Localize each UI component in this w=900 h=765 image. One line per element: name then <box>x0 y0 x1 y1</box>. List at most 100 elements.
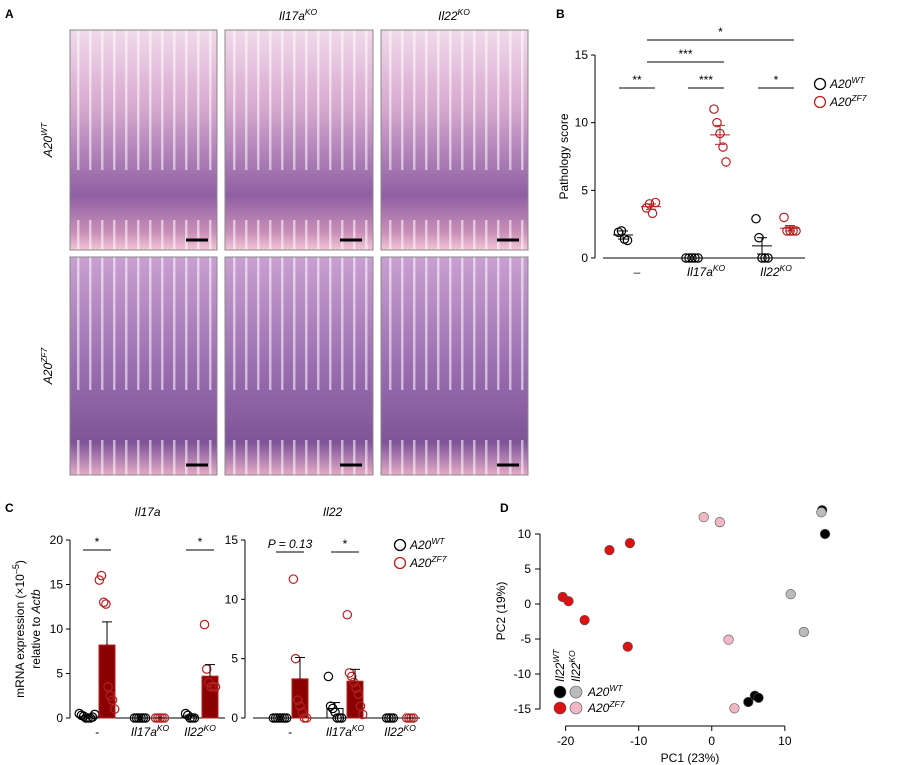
column-label-text: Il17a <box>279 9 305 23</box>
y-tick-label: 0 <box>56 711 63 725</box>
data-point <box>96 570 107 581</box>
data-point <box>323 671 334 682</box>
legend-label: A20WT <box>409 536 445 552</box>
y-tick-label: -5 <box>520 632 531 646</box>
y-axis-label: Pathology score <box>557 113 571 199</box>
x-tick-label-sup: KO <box>780 263 793 273</box>
legend-column-label-sup: WT <box>551 649 561 663</box>
data-point <box>342 609 353 620</box>
data-point <box>290 653 301 664</box>
data-point <box>563 596 574 607</box>
x-tick-label: Il22KO <box>184 723 216 739</box>
panel-label: B <box>556 7 565 21</box>
legend-column-label: Il22WT <box>551 649 567 682</box>
data-point <box>785 589 796 600</box>
y-tick-label: 15 <box>50 578 64 592</box>
data-point <box>647 208 658 219</box>
legend-swatch <box>393 556 407 570</box>
chart-title: Il17a <box>134 505 160 519</box>
data-point <box>101 599 111 609</box>
significance-label: P = 0.13 <box>268 537 313 551</box>
data-point <box>650 197 661 208</box>
x-tick-label: - <box>95 725 99 739</box>
row-label-sup: WT <box>39 122 49 136</box>
label-sup: –5 <box>11 564 21 574</box>
y-tick-label: 5 <box>524 562 531 576</box>
legend-label-sup: WT <box>431 536 445 546</box>
data-point <box>622 235 633 246</box>
bar <box>98 644 116 719</box>
y-tick-label: 0 <box>581 251 588 265</box>
data-point <box>816 507 827 518</box>
x-tick-label-sup: KO <box>352 723 365 733</box>
y-axis-label: PC2 (19%) <box>494 582 508 641</box>
x-tick-label: – <box>633 265 641 279</box>
row-label-text: A20 <box>41 136 55 159</box>
data-point <box>292 695 303 705</box>
data-point <box>729 703 740 714</box>
histology <box>69 29 529 476</box>
legend-column-label-text: Il22 <box>569 662 583 682</box>
data-point <box>718 142 728 152</box>
data-point <box>94 575 105 585</box>
significance-label: * <box>343 537 348 551</box>
label-text: ) <box>13 560 27 564</box>
legend-label-text: A20 <box>409 556 432 570</box>
x-tick-label-text: Il17a <box>687 265 713 279</box>
x-tick-label-sup: KO <box>157 723 170 733</box>
legend-row-label: A20ZF7 <box>587 699 625 715</box>
data-point <box>622 641 633 652</box>
legend-row-label-text: A20 <box>587 701 610 715</box>
legend-swatch <box>569 701 583 715</box>
data-point <box>103 682 113 692</box>
significance-label: * <box>774 73 779 87</box>
label-italic: Actb <box>29 589 43 614</box>
villi <box>70 257 528 475</box>
x-tick-label: Il22KO <box>384 723 416 739</box>
legend-column-label: Il22KO <box>567 650 583 682</box>
x-tick-label: Il17aKO <box>326 723 365 739</box>
data-point <box>763 253 773 263</box>
x-tick-label: Il17aKO <box>687 263 726 279</box>
data-point <box>819 528 831 540</box>
legend-label: A20WT <box>829 75 865 91</box>
villi <box>70 30 528 250</box>
label-text: mRNA expression (×10 <box>13 574 27 698</box>
data-point <box>109 704 120 714</box>
data-point <box>210 682 221 692</box>
data-point <box>604 544 615 556</box>
legend-row-label-text: A20 <box>587 685 610 699</box>
significance-label: ** <box>632 73 642 87</box>
data-point <box>336 713 347 723</box>
x-tick-label-sup: KO <box>404 723 417 733</box>
legend-swatch <box>553 685 567 699</box>
legend-swatch <box>393 538 407 552</box>
row-label: A20ZF7 <box>39 347 55 385</box>
legend-swatch <box>553 701 567 715</box>
y-axis-label: relative to Actb <box>29 589 43 669</box>
data-point <box>346 671 357 682</box>
x-tick-label: 0 <box>708 734 715 748</box>
x-axis-label: PC1 (23%) <box>661 751 720 765</box>
y-tick-label: 20 <box>50 533 64 547</box>
y-tick-label: 10 <box>518 527 532 541</box>
row-label-sup: ZF7 <box>39 347 49 363</box>
legend-swatch <box>813 77 827 91</box>
label-text: relative to <box>29 613 43 668</box>
y-tick-label: 15 <box>575 48 589 62</box>
row-label: A20WT <box>39 122 55 158</box>
data-point <box>107 695 118 705</box>
data-point <box>87 712 98 722</box>
x-tick-label: -10 <box>630 734 648 748</box>
data-point <box>353 689 364 700</box>
x-tick-label-text: Il22 <box>760 265 780 279</box>
x-tick-label: Il22KO <box>760 263 792 279</box>
column-label-sup: KO <box>305 7 318 17</box>
legend-label-sup: ZF7 <box>430 554 446 564</box>
significance-label: * <box>95 535 100 549</box>
panel-label: D <box>500 501 509 515</box>
data-point <box>723 634 734 645</box>
y-tick-label: 15 <box>225 533 239 547</box>
data-point <box>349 677 359 688</box>
